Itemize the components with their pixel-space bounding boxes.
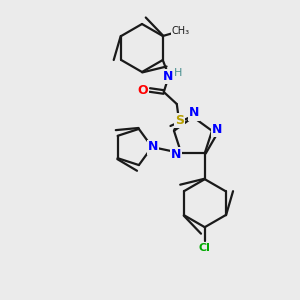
Text: Cl: Cl	[199, 243, 211, 253]
Text: N: N	[171, 148, 181, 161]
Text: O: O	[137, 83, 148, 97]
Text: N: N	[212, 123, 222, 136]
Text: N: N	[189, 106, 199, 119]
Text: N: N	[163, 70, 173, 83]
Text: CH₃: CH₃	[172, 26, 190, 36]
Text: H: H	[174, 68, 182, 78]
Text: N: N	[148, 140, 158, 154]
Text: S: S	[175, 113, 184, 127]
